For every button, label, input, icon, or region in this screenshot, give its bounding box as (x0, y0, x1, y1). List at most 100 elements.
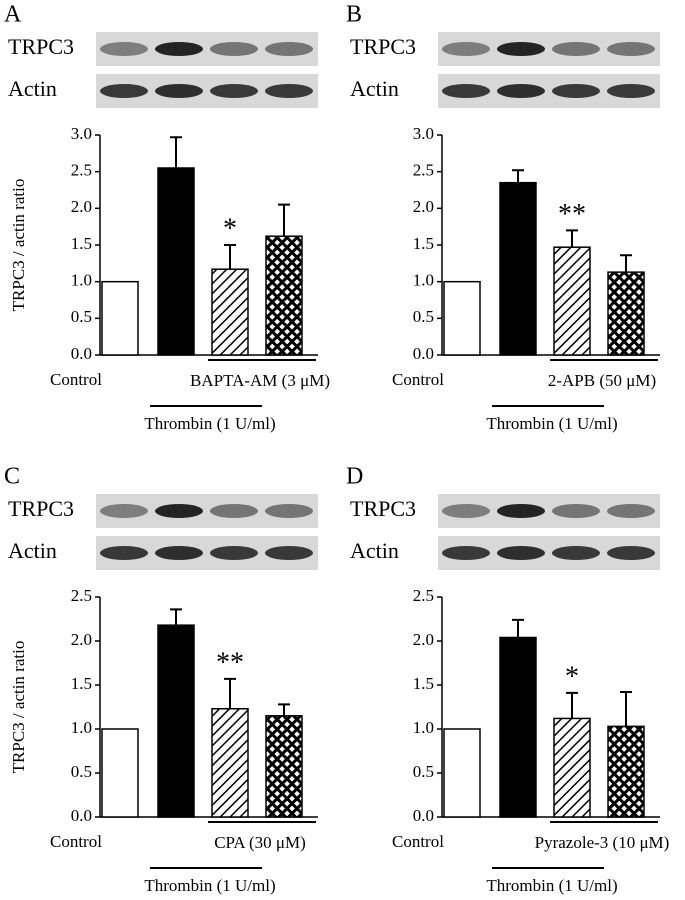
error-bar (620, 254, 632, 273)
stimulus-label: Thrombin (1 U/ml) (486, 876, 617, 895)
blot-label: Actin (8, 538, 57, 563)
blot-band (607, 504, 655, 518)
blot-band (100, 546, 148, 560)
y-tick-label: 3.0 (71, 124, 92, 143)
treatment-label: Pyrazole-3 (10 μM) (535, 833, 670, 852)
blot-band (442, 84, 490, 98)
stimulus-label: Thrombin (1 U/ml) (144, 876, 275, 895)
bar (443, 280, 481, 356)
blot-band (265, 504, 313, 518)
blot-band (265, 84, 313, 98)
significance: * (223, 213, 237, 244)
y-tick-label: 0.5 (413, 307, 434, 326)
treatment-label: 2-APB (50 μM) (548, 371, 656, 390)
bar (211, 708, 249, 818)
error-bar (620, 691, 632, 727)
blot-band (100, 504, 148, 518)
blot-band (442, 504, 490, 518)
blot-band (497, 42, 545, 56)
blot-label: TRPC3 (8, 34, 74, 59)
error-bar (512, 169, 524, 183)
blot-band (552, 84, 600, 98)
significance: ** (558, 199, 586, 230)
bar (553, 246, 591, 356)
panel: D TRPC3 Actin 0.0 0.5 1.0 1.5 2.0 2.5 * Control Pyr… (346, 464, 669, 895)
error-bar (566, 229, 578, 248)
significance: * (565, 661, 579, 692)
panel-label: D (346, 464, 363, 490)
blot-band (607, 84, 655, 98)
bar (157, 167, 195, 356)
y-tick-label: 2.5 (413, 586, 434, 605)
y-tick-label: 0.0 (71, 344, 92, 363)
y-tick-label: 2.0 (413, 630, 434, 649)
panel-label: B (346, 2, 362, 28)
blot-band (552, 546, 600, 560)
blot-label: Actin (8, 76, 57, 101)
bar (607, 725, 645, 818)
bar (101, 728, 139, 818)
blot-band (100, 84, 148, 98)
y-tick-label: 0.5 (413, 762, 434, 781)
y-tick-label: 0.5 (71, 307, 92, 326)
y-tick-label: 0.0 (413, 806, 434, 825)
blot-band (552, 42, 600, 56)
error-bar (278, 203, 290, 237)
bar (499, 181, 537, 356)
panel-label: C (4, 464, 20, 490)
bar (157, 624, 195, 818)
blot-band (155, 504, 203, 518)
bar (101, 280, 139, 356)
significance: ** (216, 647, 244, 678)
y-tick-label: 1.5 (413, 234, 434, 253)
blot-band (155, 42, 203, 56)
panel: C TRPC3 Actin 0.0 0.5 1.0 1.5 2.0 2.5 TRPC3 / act… (4, 464, 318, 895)
error-bar (170, 608, 182, 626)
error-bar (566, 691, 578, 719)
y-tick-label: 1.5 (71, 674, 92, 693)
bar (499, 636, 537, 818)
blot-label: Actin (350, 76, 399, 101)
blot-band (552, 504, 600, 518)
blot-band (210, 546, 258, 560)
bar (443, 728, 481, 818)
panel: A TRPC3 Actin 0.0 0.5 1.0 1.5 2.0 2.5 3.0 TRPC3 / … (4, 2, 330, 433)
blot-band (607, 546, 655, 560)
blot-label: Actin (350, 538, 399, 563)
y-tick-label: 0.5 (71, 762, 92, 781)
blot-label: TRPC3 (350, 496, 416, 521)
y-tick-label: 0.0 (71, 806, 92, 825)
y-axis-label: TRPC3 / actin ratio (9, 179, 28, 312)
error-bar (224, 677, 236, 709)
blot-band (210, 42, 258, 56)
blot-band (155, 84, 203, 98)
blot-band (265, 546, 313, 560)
control-label: Control (50, 832, 102, 851)
error-bar (224, 244, 236, 270)
control-label: Control (50, 370, 102, 389)
y-tick-label: 3.0 (413, 124, 434, 143)
blot-band (442, 546, 490, 560)
control-label: Control (392, 832, 444, 851)
blot-band (100, 42, 148, 56)
y-tick-label: 2.5 (71, 161, 92, 180)
error-bar (170, 136, 182, 168)
panel: B TRPC3 Actin 0.0 0.5 1.0 1.5 2.0 2.5 3.0 ** Contro… (346, 2, 660, 433)
y-tick-label: 2.0 (71, 197, 92, 216)
y-tick-label: 1.0 (71, 718, 92, 737)
blot-band (497, 504, 545, 518)
blot-label: TRPC3 (8, 496, 74, 521)
blot-band (607, 42, 655, 56)
bar (265, 715, 303, 818)
treatment-label: BAPTA-AM (3 μM) (190, 371, 330, 390)
blot-band (210, 84, 258, 98)
y-axis-label: TRPC3 / actin ratio (9, 641, 28, 774)
bar (607, 271, 645, 356)
bar (265, 235, 303, 356)
error-bar (512, 618, 524, 638)
y-tick-label: 2.5 (413, 161, 434, 180)
treatment-label: CPA (30 μM) (214, 833, 306, 852)
blot-band (497, 84, 545, 98)
blot-band (442, 42, 490, 56)
